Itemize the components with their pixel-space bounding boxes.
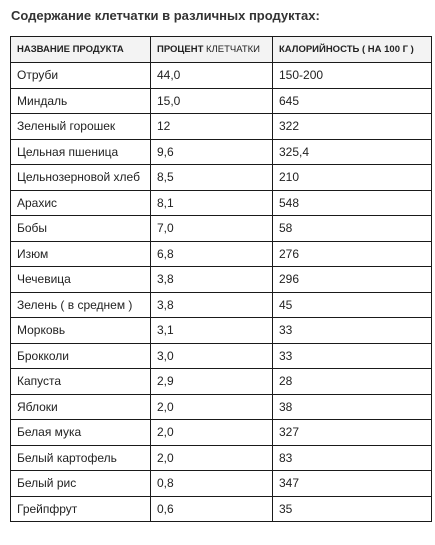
calories-cell: 58 xyxy=(272,215,432,242)
fiber-content-table: НАЗВАНИЕ ПРОДУКТА ПРОЦЕНТ КЛЕТЧАТКИ КАЛО… xyxy=(10,36,432,522)
fiber-percent-cell: 3,8 xyxy=(150,291,273,318)
header-fiber-percent-bold: ПРОЦЕНТ xyxy=(157,44,204,55)
fiber-percent-cell: 3,1 xyxy=(150,317,273,344)
product-name-cell: Арахис xyxy=(10,189,151,216)
table-row: Белый рис 0,8 347 xyxy=(10,470,432,497)
table-row: Миндаль 15,0 645 xyxy=(10,87,432,114)
product-name-cell: Чечевица xyxy=(10,266,151,293)
table-row: Капуста 2,9 28 xyxy=(10,368,432,395)
fiber-percent-cell: 0,8 xyxy=(150,470,273,497)
product-name-cell: Грейпфрут xyxy=(10,495,151,522)
fiber-percent-cell: 2,0 xyxy=(150,419,273,446)
fiber-percent-cell: 6,8 xyxy=(150,240,273,267)
page-title: Содержание клетчатки в различных продукт… xyxy=(11,8,320,23)
calories-cell: 322 xyxy=(272,113,432,140)
product-name-cell: Бобы xyxy=(10,215,151,242)
header-fiber-percent: ПРОЦЕНТ КЛЕТЧАТКИ xyxy=(150,36,273,63)
header-row: НАЗВАНИЕ ПРОДУКТА ПРОЦЕНТ КЛЕТЧАТКИ КАЛО… xyxy=(10,36,432,63)
product-name-cell: Цельнозерновой хлеб xyxy=(10,164,151,191)
header-product-name: НАЗВАНИЕ ПРОДУКТА xyxy=(10,36,151,63)
table-row: Зеленый горошек 12 322 xyxy=(10,113,432,140)
table-row: Брокколи 3,0 33 xyxy=(10,342,432,369)
table-row: Зелень ( в среднем ) 3,8 45 xyxy=(10,291,432,318)
fiber-percent-cell: 12 xyxy=(150,113,273,140)
calories-cell: 327 xyxy=(272,419,432,446)
table-row: Арахис 8,1 548 xyxy=(10,189,432,216)
calories-cell: 38 xyxy=(272,393,432,420)
header-calories: КАЛОРИЙНОСТЬ ( НА 100 Г ) xyxy=(272,36,432,63)
table-row: Грейпфрут 0,6 35 xyxy=(10,495,432,522)
fiber-percent-cell: 2,0 xyxy=(150,444,273,471)
fiber-percent-cell: 2,0 xyxy=(150,393,273,420)
product-name-cell: Белый рис xyxy=(10,470,151,497)
calories-cell: 548 xyxy=(272,189,432,216)
product-name-cell: Зеленый горошек xyxy=(10,113,151,140)
product-name-cell: Морковь xyxy=(10,317,151,344)
table-row: Отруби 44,0 150-200 xyxy=(10,62,432,89)
calories-cell: 28 xyxy=(272,368,432,395)
calories-cell: 347 xyxy=(272,470,432,497)
fiber-percent-cell: 3,0 xyxy=(150,342,273,369)
table-row: Изюм 6,8 276 xyxy=(10,240,432,267)
table-row: Белая мука 2,0 327 xyxy=(10,419,432,446)
product-name-cell: Белый картофель xyxy=(10,444,151,471)
calories-cell: 83 xyxy=(272,444,432,471)
calories-cell: 45 xyxy=(272,291,432,318)
fiber-percent-cell: 2,9 xyxy=(150,368,273,395)
calories-cell: 296 xyxy=(272,266,432,293)
table-row: Морковь 3,1 33 xyxy=(10,317,432,344)
product-name-cell: Отруби xyxy=(10,62,151,89)
product-name-cell: Белая мука xyxy=(10,419,151,446)
calories-cell: 325,4 xyxy=(272,138,432,165)
fiber-percent-cell: 9,6 xyxy=(150,138,273,165)
product-name-cell: Капуста xyxy=(10,368,151,395)
calories-cell: 33 xyxy=(272,342,432,369)
product-name-cell: Яблоки xyxy=(10,393,151,420)
calories-cell: 35 xyxy=(272,495,432,522)
fiber-percent-cell: 8,5 xyxy=(150,164,273,191)
table-row: Бобы 7,0 58 xyxy=(10,215,432,242)
calories-cell: 276 xyxy=(272,240,432,267)
table-row: Белый картофель 2,0 83 xyxy=(10,444,432,471)
fiber-percent-cell: 7,0 xyxy=(150,215,273,242)
calories-cell: 33 xyxy=(272,317,432,344)
fiber-percent-cell: 0,6 xyxy=(150,495,273,522)
table-row: Цельнозерновой хлеб 8,5 210 xyxy=(10,164,432,191)
product-name-cell: Изюм xyxy=(10,240,151,267)
header-fiber-percent-rest: КЛЕТЧАТКИ xyxy=(203,44,261,55)
fiber-percent-cell: 8,1 xyxy=(150,189,273,216)
product-name-cell: Цельная пшеница xyxy=(10,138,151,165)
product-name-cell: Миндаль xyxy=(10,87,151,114)
table-row: Цельная пшеница 9,6 325,4 xyxy=(10,138,432,165)
table-row: Яблоки 2,0 38 xyxy=(10,393,432,420)
table-header: НАЗВАНИЕ ПРОДУКТА ПРОЦЕНТ КЛЕТЧАТКИ КАЛО… xyxy=(10,36,432,63)
calories-cell: 645 xyxy=(272,87,432,114)
calories-cell: 210 xyxy=(272,164,432,191)
table-row: Чечевица 3,8 296 xyxy=(10,266,432,293)
product-name-cell: Брокколи xyxy=(10,342,151,369)
table-body: Отруби 44,0 150-200 Миндаль 15,0 645 Зеленый г… xyxy=(10,62,432,522)
product-name-cell: Зелень ( в среднем ) xyxy=(10,291,151,318)
fiber-percent-cell: 15,0 xyxy=(150,87,273,114)
fiber-percent-cell: 44,0 xyxy=(150,62,273,89)
fiber-percent-cell: 3,8 xyxy=(150,266,273,293)
calories-cell: 150-200 xyxy=(272,62,432,89)
